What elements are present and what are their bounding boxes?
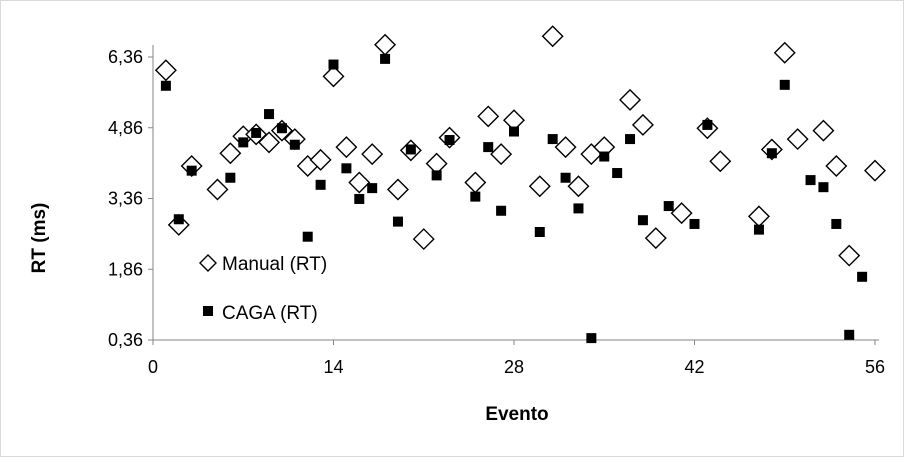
x-tick-labels: 0 14 28 42 56 [148,357,885,377]
manual-point [206,178,229,201]
y-tick-label: 6,36 [108,47,143,67]
manual-point [825,154,848,177]
caga-point [573,203,584,214]
caga-point [805,175,816,186]
manual-point [864,159,886,182]
manual-point [631,113,654,136]
caga-point [844,329,855,340]
series-caga-markers [160,53,868,344]
caga-point [225,172,236,183]
x-tick-label: 28 [504,357,524,377]
manual-point [567,175,590,198]
caga-point [857,271,868,282]
caga-point [173,214,184,225]
manual-point [554,136,577,159]
manual-point [528,175,551,198]
legend-caga-label: CAGA (RT) [222,303,318,324]
y-tick-label: 1,86 [108,259,143,279]
caga-point [779,79,790,90]
manual-point [348,171,371,194]
manual-point [812,119,835,142]
caga-point [753,224,764,235]
caga-point [276,123,287,134]
y-axis-title: RT (ms) [29,203,50,274]
manual-point [786,128,809,151]
caga-point [560,172,571,183]
caga-point [534,226,545,237]
caga-point [341,163,352,174]
caga-point [251,127,262,138]
manual-point [773,41,796,64]
caga-point [444,135,455,146]
manual-point [541,25,564,48]
x-axis-title: Evento [485,404,548,425]
manual-point [322,65,345,88]
manual-point [335,136,358,159]
caga-point [612,168,623,179]
manual-point [619,88,642,111]
caga-point [831,218,842,229]
x-tick-label: 42 [684,357,704,377]
caga-point [431,170,442,181]
legend-caga-marker [203,306,213,316]
caga-point [766,148,777,159]
manual-point [670,202,693,225]
caga-point [509,126,519,137]
manual-point [412,228,435,251]
caga-point [818,182,829,193]
manual-point [219,142,242,165]
caga-point [470,191,481,202]
caga-point [663,201,674,212]
x-tick-label: 0 [148,357,158,377]
caga-point [625,134,636,145]
y-tick-label: 0,36 [108,330,143,350]
caga-point [354,193,365,204]
caga-point [547,134,558,145]
caga-point [264,109,275,120]
legend-manual-label: Manual (RT) [222,254,327,275]
caga-point [302,231,313,242]
caga-point [483,142,494,153]
y-tick-labels: 0,36 1,86 3,36 4,86 6,36 [108,47,143,350]
manual-point [644,227,667,250]
caga-point [289,139,300,150]
x-tick-label: 56 [865,357,885,377]
caga-point [186,165,197,176]
manual-point [154,59,177,82]
manual-point [361,143,384,166]
caga-point [702,119,713,130]
caga-point [496,205,507,216]
y-tick-label: 4,86 [108,118,143,138]
legend-manual-marker [199,254,217,272]
x-tick-label: 14 [323,357,343,377]
legend: Manual (RT) CAGA (RT) [199,254,327,324]
manual-point [709,150,732,173]
caga-point [315,179,326,190]
caga-point [599,151,610,162]
axes [148,45,879,345]
caga-point [405,144,416,155]
manual-point [477,105,500,128]
manual-point [490,143,513,166]
caga-point [689,218,700,229]
caga-point [637,215,648,226]
caga-point [160,80,171,91]
caga-point [380,53,391,64]
caga-point [238,137,249,148]
y-tick-label: 3,36 [108,189,143,209]
manual-point [386,178,409,201]
manual-point [309,148,332,171]
manual-point [838,244,861,267]
caga-point [586,333,597,344]
caga-point [367,183,378,194]
caga-point [392,216,403,227]
manual-point [258,131,281,154]
caga-point [328,59,339,70]
